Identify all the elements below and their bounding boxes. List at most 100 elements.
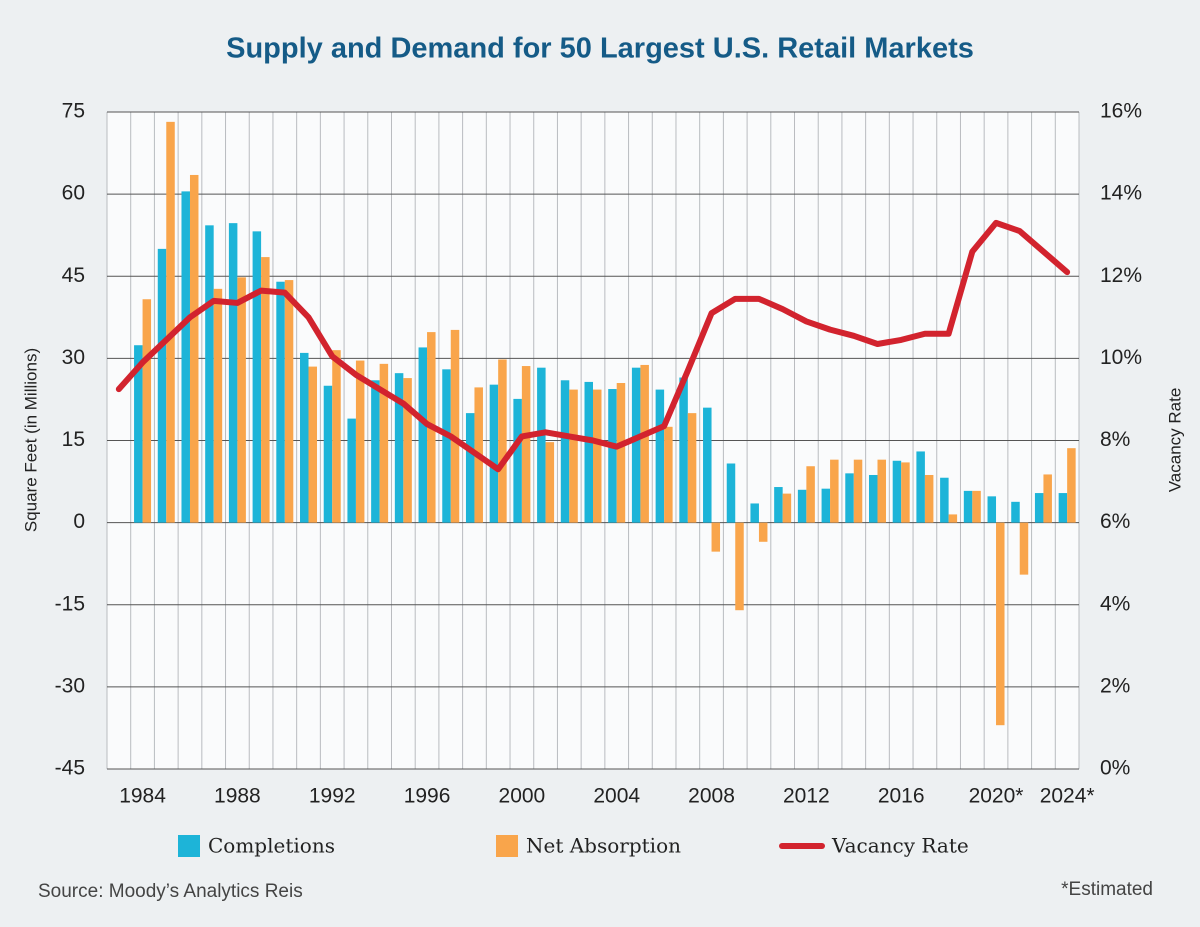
bar: [640, 364, 649, 523]
bar: [489, 384, 499, 523]
x-tick-label: 2004: [593, 785, 640, 808]
bar: [450, 329, 460, 523]
bar: [996, 522, 1005, 726]
legend-label: Completions: [208, 834, 335, 858]
y-tick-label: -15: [55, 592, 85, 615]
bar: [1034, 493, 1044, 523]
y-tick-label: 75: [62, 100, 85, 123]
x-tick-label: 2020*: [969, 785, 1024, 808]
bar: [987, 496, 997, 523]
x-tick-label: 1984: [119, 785, 166, 808]
y-tick-label: 15: [62, 428, 85, 451]
bar: [442, 369, 451, 523]
bar: [189, 174, 199, 523]
y-tick-label: -30: [55, 674, 85, 697]
y2-axis-label: Vacancy Rate: [1165, 388, 1184, 493]
bar: [797, 489, 807, 523]
bar: [134, 345, 143, 523]
bar: [679, 377, 688, 523]
source: Source: Moody’s Analytics Reis: [38, 881, 303, 902]
bar: [948, 514, 958, 523]
bar: [418, 347, 428, 523]
bar: [916, 451, 925, 523]
bar: [1058, 493, 1068, 523]
bar: [735, 522, 744, 611]
bar: [371, 380, 380, 523]
legend-swatch: [178, 835, 200, 857]
bar: [237, 277, 246, 523]
bar: [521, 366, 531, 523]
bar: [228, 223, 238, 523]
bar: [205, 225, 214, 523]
y-tick-label: 45: [62, 264, 85, 287]
x-tick-label: 2016: [878, 785, 925, 808]
y2-tick-label: 12%: [1100, 264, 1142, 287]
bar: [877, 459, 886, 523]
bar: [1011, 501, 1020, 523]
bar: [703, 407, 712, 523]
line: [115, 219, 1071, 473]
note: *Estimated: [1061, 879, 1153, 900]
bar: [782, 493, 792, 523]
bar: [845, 473, 854, 523]
bar: [1019, 522, 1029, 575]
chart-title: Supply and Demand for 50 Largest U.S. Re…: [226, 33, 974, 65]
x-tick-label: 2012: [783, 785, 830, 808]
y-tick-label: 30: [62, 346, 85, 369]
x-tick-label: 2024*: [1040, 785, 1095, 808]
bar: [252, 231, 262, 523]
bar: [655, 389, 665, 523]
bar: [308, 366, 318, 523]
bar: [300, 352, 309, 523]
bar: [166, 121, 175, 523]
x-tick-label: 2008: [688, 785, 735, 808]
y2-tick-label: 10%: [1100, 346, 1142, 369]
bar: [616, 383, 626, 523]
bar: [157, 248, 167, 523]
bar: [498, 359, 507, 523]
y2-tick-label: 0%: [1100, 757, 1130, 780]
y2-tick-label: 2%: [1100, 674, 1130, 697]
y-tick-label: 60: [62, 182, 85, 205]
y2-tick-label: 16%: [1100, 100, 1142, 123]
bar: [806, 466, 815, 523]
bar: [465, 413, 475, 523]
bar: [584, 381, 593, 523]
bar: [513, 398, 522, 523]
bar: [687, 413, 697, 523]
legend-swatch: [496, 835, 518, 857]
y2-tick-label: 4%: [1100, 592, 1130, 615]
bar: [664, 426, 673, 523]
bar: [181, 191, 190, 523]
bar: [972, 490, 981, 523]
bar: [545, 442, 555, 523]
bar: [901, 462, 910, 523]
bar: [868, 474, 878, 523]
bar: [323, 385, 333, 523]
bar: [379, 363, 389, 523]
bar: [821, 488, 831, 523]
bar: [750, 503, 759, 523]
bar: [276, 281, 285, 523]
bar: [332, 350, 341, 523]
bar: [892, 460, 902, 523]
bar: [403, 378, 412, 523]
y-tick-label: -45: [55, 757, 85, 780]
bar: [537, 367, 546, 523]
bar: [726, 463, 736, 523]
bar: [261, 257, 270, 523]
x-tick-label: 2000: [499, 785, 546, 808]
y2-tick-label: 8%: [1100, 428, 1130, 451]
bar: [853, 459, 863, 523]
bar: [830, 459, 839, 523]
y-tick-label: 0: [73, 510, 85, 533]
bar: [142, 299, 152, 523]
bar: [758, 522, 768, 542]
bar: [963, 490, 973, 523]
bar: [347, 418, 356, 523]
bar: [284, 280, 294, 523]
bar: [569, 389, 578, 523]
x-tick-label: 1988: [214, 785, 261, 808]
legend-label: Net Absorption: [526, 834, 681, 858]
